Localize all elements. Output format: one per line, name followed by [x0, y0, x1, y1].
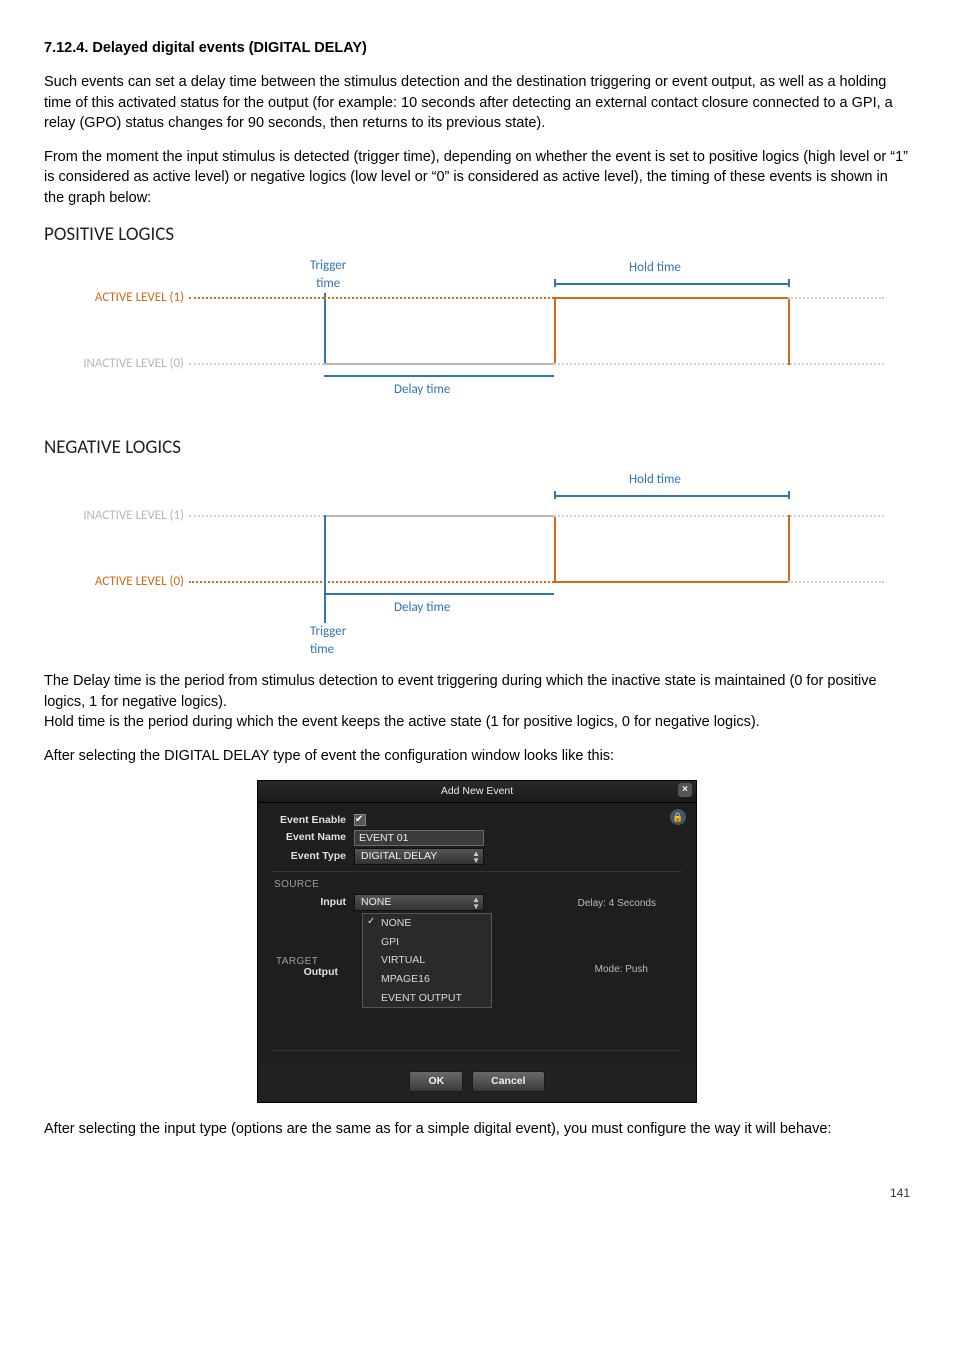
dropdown-item-gpi[interactable]: GPI — [363, 933, 491, 952]
dialog-titlebar: Add New Event × — [258, 781, 696, 803]
inactive-level-1-label: INACTIVE LEVEL (1) — [54, 507, 184, 525]
negative-logics-title: NEGATIVE LOGICS — [44, 435, 910, 462]
inactive-level-label: INACTIVE LEVEL (0) — [54, 355, 184, 373]
dropdown-item-mpage16[interactable]: MPAGE16 — [363, 970, 491, 989]
paragraph-2: From the moment the input stimulus is de… — [44, 147, 910, 208]
delay-time-label-2: Delay time — [394, 599, 450, 617]
dropdown-item-event-output[interactable]: EVENT OUTPUT — [363, 989, 491, 1008]
hold-time-label-2: Hold time — [629, 471, 681, 489]
input-select[interactable]: NONE ▲▼ — [354, 894, 484, 911]
event-type-value: DIGITAL DELAY — [361, 850, 437, 862]
trigger-time-label-2: Trigger time — [310, 623, 346, 659]
paragraph-1: Such events can set a delay time between… — [44, 72, 910, 133]
hold-time-label: Hold time — [629, 259, 681, 277]
event-name-label: Event Name — [272, 830, 354, 845]
ok-button[interactable]: OK — [409, 1071, 463, 1092]
section-heading: 7.12.4. Delayed digital events (DIGITAL … — [44, 38, 910, 58]
paragraph-4: Hold time is the period during which the… — [44, 712, 910, 732]
trigger-time-label: Trigger time — [310, 257, 346, 293]
cancel-button[interactable]: Cancel — [472, 1071, 544, 1092]
dropdown-item-none[interactable]: NONE — [363, 914, 491, 933]
chevron-updown-icon: ▲▼ — [472, 850, 480, 864]
paragraph-5: After selecting the DIGITAL DELAY type o… — [44, 746, 910, 766]
input-select-value: NONE — [361, 896, 391, 908]
dropdown-item-virtual[interactable]: VIRTUAL — [363, 951, 491, 970]
close-icon[interactable]: × — [678, 783, 692, 797]
event-type-select[interactable]: DIGITAL DELAY ▲▼ — [354, 848, 484, 865]
chevron-updown-icon: ▲▼ — [472, 896, 480, 910]
positive-logics-diagram: ACTIVE LEVEL (1) INACTIVE LEVEL (0) Trig… — [54, 253, 884, 423]
positive-logics-title: POSITIVE LOGICS — [44, 222, 910, 249]
add-new-event-dialog: Add New Event × 🔒 Event Enable Event Nam… — [257, 780, 697, 1103]
active-level-0-label: ACTIVE LEVEL (0) — [54, 573, 184, 591]
page-number: 141 — [44, 1185, 910, 1202]
mode-readout: Mode: Push — [595, 963, 648, 977]
event-type-label: Event Type — [272, 849, 354, 864]
paragraph-6: After selecting the input type (options … — [44, 1119, 910, 1139]
positive-logics-block: POSITIVE LOGICS ACTIVE LEVEL (1) INACTIV… — [44, 222, 910, 423]
delay-readout: Delay: 4 Seconds — [578, 897, 656, 911]
input-label: Input — [272, 895, 354, 910]
negative-logics-block: NEGATIVE LOGICS INACTIVE LEVEL (1) ACTIV… — [44, 435, 910, 666]
event-enable-checkbox[interactable] — [354, 814, 366, 826]
paragraph-3: The Delay time is the period from stimul… — [44, 671, 910, 712]
event-name-field[interactable]: EVENT 01 — [354, 830, 484, 846]
input-dropdown-list: NONE GPI VIRTUAL MPAGE16 EVENT OUTPUT — [362, 913, 492, 1008]
event-enable-label: Event Enable — [272, 813, 354, 828]
lock-icon[interactable]: 🔒 — [670, 809, 686, 825]
negative-logics-diagram: INACTIVE LEVEL (1) ACTIVE LEVEL (0) Hold… — [54, 465, 884, 665]
active-level-label: ACTIVE LEVEL (1) — [54, 289, 184, 307]
source-section-label: SOURCE — [274, 878, 682, 892]
dialog-title-text: Add New Event — [441, 785, 513, 797]
output-label: Output — [264, 965, 346, 980]
delay-time-label: Delay time — [394, 381, 450, 399]
